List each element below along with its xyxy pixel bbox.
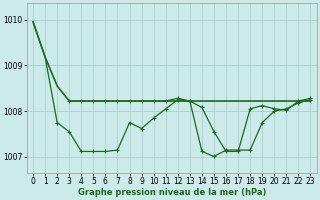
X-axis label: Graphe pression niveau de la mer (hPa): Graphe pression niveau de la mer (hPa) — [77, 188, 266, 197]
